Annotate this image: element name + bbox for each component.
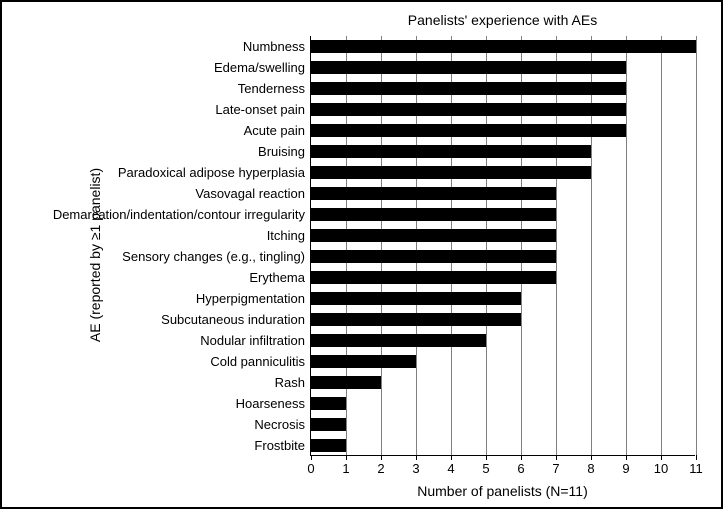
category-label: Late-onset pain [215,99,305,120]
category-label: Erythema [249,267,305,288]
x-tick-mark [696,455,697,460]
category-label: Itching [267,225,305,246]
category-label: Frostbite [254,435,305,456]
bar [311,166,591,179]
x-tick-label: 1 [331,461,361,476]
x-tick-mark [521,455,522,460]
x-tick-mark [486,455,487,460]
category-label: Bruising [258,141,305,162]
x-tick-label: 4 [436,461,466,476]
x-tick-mark [381,455,382,460]
grid-line [486,36,487,455]
x-tick-label: 7 [541,461,571,476]
bar [311,250,556,263]
grid-line [451,36,452,455]
x-tick-mark [626,455,627,460]
x-tick-mark [311,455,312,460]
bar [311,145,591,158]
plot-area: 01234567891011NumbnessEdema/swellingTend… [310,36,695,456]
grid-line [346,36,347,455]
category-label: Vasovagal reaction [195,183,305,204]
x-tick-mark [556,455,557,460]
x-tick-label: 0 [296,461,326,476]
category-label: Tenderness [238,78,305,99]
x-tick-label: 2 [366,461,396,476]
x-axis-label: Number of panelists (N=11) [310,483,695,499]
bar [311,313,521,326]
category-label: Acute pain [244,120,305,141]
category-label: Numbness [243,36,305,57]
category-label: Subcutaneous induration [161,309,305,330]
category-label: Nodular infiltration [200,330,305,351]
chart-frame: Panelists' experience with AEs AE (repor… [0,0,723,509]
bar [311,124,626,137]
grid-line [556,36,557,455]
x-tick-label: 6 [506,461,536,476]
grid-line [661,36,662,455]
x-tick-mark [591,455,592,460]
grid-line [591,36,592,455]
x-tick-mark [346,455,347,460]
category-label: Sensory changes (e.g., tingling) [122,246,305,267]
x-tick-mark [661,455,662,460]
bar [311,376,381,389]
x-tick-label: 11 [681,461,711,476]
category-label: Demarcation/indentation/contour irregula… [53,204,305,225]
x-tick-label: 9 [611,461,641,476]
grid-line [381,36,382,455]
x-tick-label: 10 [646,461,676,476]
bar [311,40,696,53]
bar [311,397,346,410]
x-tick-label: 3 [401,461,431,476]
category-label: Paradoxical adipose hyperplasia [118,162,305,183]
bar [311,61,626,74]
category-label: Rash [275,372,305,393]
category-label: Hyperpigmentation [196,288,305,309]
category-label: Necrosis [254,414,305,435]
x-tick-mark [451,455,452,460]
category-label: Cold panniculitis [210,351,305,372]
category-label: Edema/swelling [214,57,305,78]
bar [311,271,556,284]
grid-line [626,36,627,455]
grid-line [696,36,697,455]
bar [311,355,416,368]
category-label: Hoarseness [236,393,305,414]
chart-title: Panelists' experience with AEs [310,12,695,28]
grid-line [416,36,417,455]
bar [311,187,556,200]
bar [311,334,486,347]
bar [311,229,556,242]
bar [311,292,521,305]
grid-line [521,36,522,455]
y-axis-label: AE (reported by ≥1 panelist) [87,167,103,341]
bar [311,82,626,95]
bar [311,103,626,116]
bar [311,418,346,431]
bar [311,208,556,221]
bar [311,439,346,452]
x-tick-label: 8 [576,461,606,476]
x-tick-mark [416,455,417,460]
x-tick-label: 5 [471,461,501,476]
